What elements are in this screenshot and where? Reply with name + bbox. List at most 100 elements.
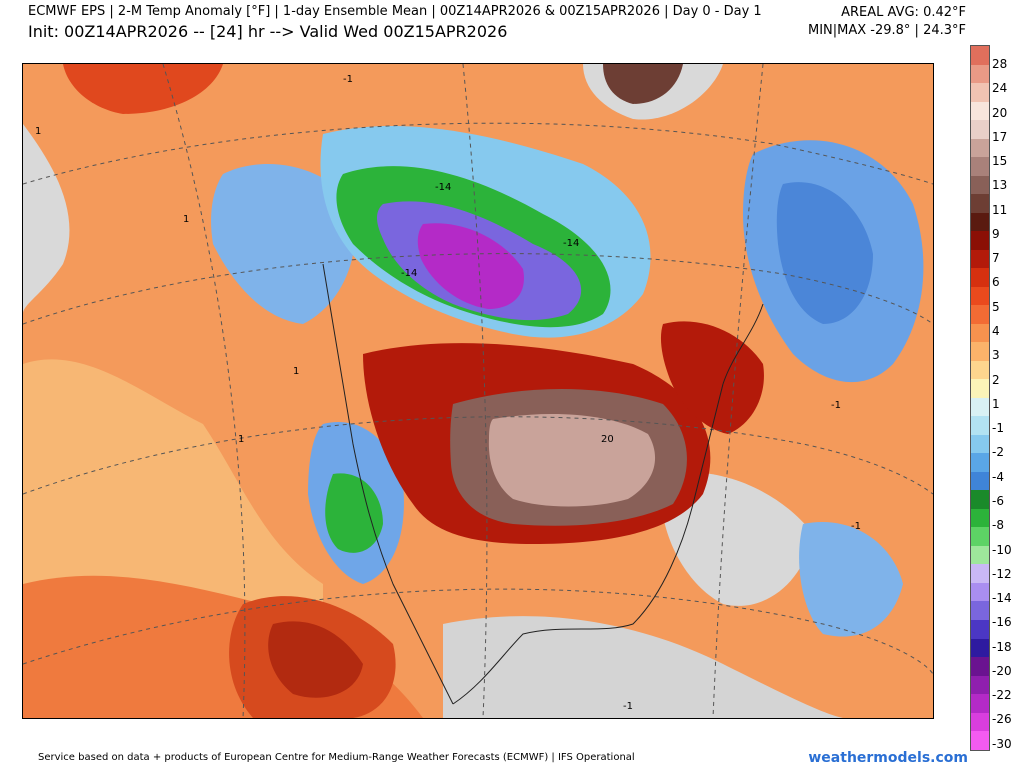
color-scale-label: 1 (992, 396, 1000, 411)
color-scale-label: 15 (992, 154, 1008, 169)
color-scale-cell (971, 379, 989, 398)
chart-subtitle: Init: 00Z14APR2026 -- [24] hr --> Valid … (28, 22, 508, 41)
neutral-area-west (23, 124, 70, 314)
warm-area-arctic (63, 64, 223, 114)
color-scale-cell (971, 212, 989, 232)
color-scale-cell (971, 175, 989, 195)
color-scale-label: 11 (992, 202, 1008, 217)
color-scale-label: -6 (992, 493, 1004, 508)
contour-label: 1 (293, 366, 299, 377)
color-scale-cell (971, 453, 989, 472)
color-scale-label: 4 (992, 324, 1000, 339)
cool-area-east-atlantic (799, 522, 903, 637)
color-scale-label: -20 (992, 663, 1012, 678)
color-scale-label: 7 (992, 251, 1000, 266)
color-scale-cell (971, 83, 989, 102)
footer-credit: Service based on data + products of Euro… (38, 752, 635, 763)
color-scale-cell (971, 305, 989, 324)
color-scale-label: -30 (992, 736, 1012, 751)
color-scale-label: -1 (992, 421, 1004, 436)
color-scale-cell (971, 138, 989, 158)
color-scale-cell (971, 323, 989, 343)
color-scale-cell (971, 268, 989, 287)
very-hot-area-us (488, 414, 656, 507)
warm-area-northeast (660, 321, 764, 434)
contour-label: 1 (35, 126, 41, 137)
color-scale-cell (971, 157, 989, 176)
color-scale-cell (971, 619, 989, 639)
color-scale-cell (971, 249, 989, 269)
areal-average: AREAL AVG: 0.42°F (841, 5, 966, 20)
cool-core-atlantic (776, 182, 873, 324)
color-scale-cell (971, 471, 989, 491)
contour-label: -1 (623, 701, 633, 712)
neutral-area-caribbean (443, 616, 843, 718)
color-scale-label: -14 (992, 591, 1012, 606)
color-scale-label: 17 (992, 129, 1008, 144)
color-scale-labels: 28 24 20 17 15 13 11 9 7 6 5 4 3 2 1 -1 -2 -4 -6 -8 -10 -12 -1… (992, 45, 1022, 751)
color-scale-cell (971, 638, 989, 658)
coastlines (322, 263, 764, 705)
color-scale-label: -18 (992, 639, 1012, 654)
color-scale-cell (971, 194, 989, 213)
color-scale-cell (971, 527, 989, 546)
color-scale-label: -26 (992, 712, 1012, 727)
cold-area-great-basin (325, 473, 383, 553)
color-scale-cell (971, 657, 989, 676)
color-scale-cell (971, 731, 989, 750)
color-scale-label: 2 (992, 372, 1000, 387)
cool-area-alaska (211, 164, 356, 324)
color-scale-label: -10 (992, 542, 1012, 557)
color-scale-label: 6 (992, 275, 1000, 290)
color-scale-cell (971, 434, 989, 454)
color-scale-cell (971, 286, 989, 306)
contour-label: 1 (238, 434, 244, 445)
color-scale-cell (971, 342, 989, 361)
color-scale-cell (971, 545, 989, 565)
extreme-cold-core (417, 223, 524, 309)
contour-label: -14 (435, 182, 451, 193)
color-scale-cell (971, 231, 989, 250)
color-scale-cell (971, 397, 989, 417)
color-scale-label: 5 (992, 299, 1000, 314)
contour-label: -1 (831, 400, 841, 411)
lat-lon-grid (23, 64, 933, 718)
pacific-hot-center (268, 621, 363, 698)
color-scale-cell (971, 712, 989, 732)
color-scale-label: 24 (992, 81, 1008, 96)
color-scale-label: -8 (992, 518, 1004, 533)
color-scale-cell (971, 508, 989, 528)
color-scale-cell (971, 416, 989, 435)
contour-label: 20 (601, 434, 614, 445)
hot-area-arctic (603, 64, 683, 104)
color-scale-label: -22 (992, 688, 1012, 703)
neutral-area-atlantic (661, 472, 813, 606)
contour-label: 1 (183, 214, 189, 225)
color-scale-cell (971, 120, 989, 139)
color-scale-cell (971, 360, 989, 380)
brand-link[interactable]: weathermodels.com (808, 750, 968, 766)
contour-label: -14 (563, 238, 579, 249)
color-scale-label: 3 (992, 348, 1000, 363)
color-scale-label: 20 (992, 105, 1008, 120)
color-scale-label: 9 (992, 226, 1000, 241)
contour-label: -1 (851, 521, 861, 532)
color-scale-cell (971, 46, 989, 65)
color-scale-cell (971, 564, 989, 583)
color-scale-cell (971, 582, 989, 602)
color-scale-cell (971, 490, 989, 509)
chart-title: ECMWF EPS | 2-M Temp Anomaly [°F] | 1-da… (28, 4, 762, 19)
color-scale-label: 13 (992, 178, 1008, 193)
min-max-values: MIN|MAX -29.8° | 24.3°F (807, 23, 966, 38)
temperature-anomaly-map: -1 1 -14 -14 -14 20 -1 1 -1 1 -1 1 (22, 63, 934, 719)
color-scale-label: -16 (992, 615, 1012, 630)
contour-label: -1 (343, 74, 353, 85)
color-scale-label: 28 (992, 57, 1008, 71)
color-scale-cell (971, 101, 989, 121)
color-scale-label: -4 (992, 469, 1004, 484)
color-scale-label: -12 (992, 566, 1012, 581)
color-scale-cell (971, 694, 989, 713)
color-scale-cell (971, 64, 989, 84)
map-canvas: -1 1 -14 -14 -14 20 -1 1 -1 1 -1 1 (23, 64, 933, 718)
contour-label: -14 (401, 268, 417, 279)
